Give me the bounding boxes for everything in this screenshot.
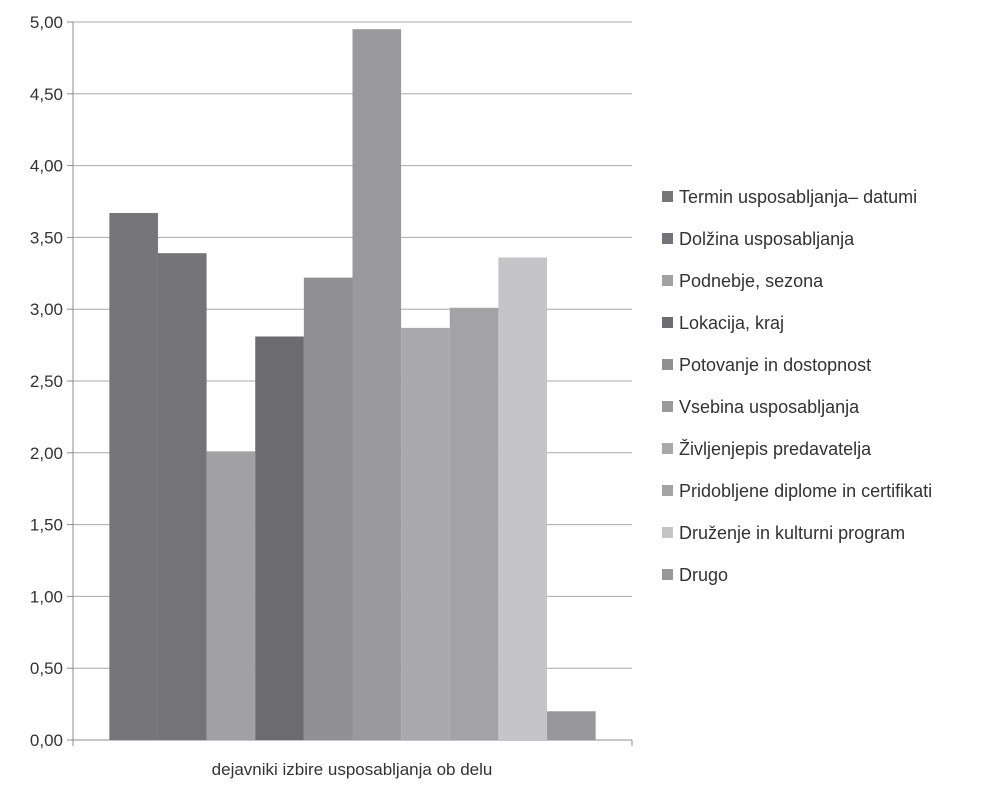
bar: [303, 277, 353, 740]
legend-label: Vsebina usposabljanja: [679, 397, 860, 417]
bar: [109, 212, 158, 740]
legend-label: Pridobljene diplome in certifikati: [679, 481, 932, 501]
bar: [547, 711, 596, 740]
legend-label: Dolžina usposabljanja: [679, 229, 855, 249]
y-tick-labels: 0,00 0,50 1,00 1,50 2,00 2,50 3,00 3,50 4,00 4,50…: [30, 13, 63, 750]
legend-label: Življenjepis predavatelja: [679, 439, 872, 459]
legend-swatch: [662, 275, 673, 286]
y-tick-label: 4,00: [30, 157, 63, 176]
bar: [157, 253, 207, 741]
legend-swatch: [662, 191, 673, 202]
legend-swatch: [662, 485, 673, 496]
legend-label: Termin usposabljanja– datumi: [679, 187, 917, 207]
bar: [401, 327, 450, 740]
bars: [109, 29, 596, 741]
bar: [498, 257, 548, 740]
y-tick-label: 1,00: [30, 587, 63, 606]
y-tick-label: 2,00: [30, 444, 63, 463]
y-tick-label: 0,50: [30, 659, 63, 678]
y-tick-label: 3,50: [30, 228, 63, 247]
legend-label: Lokacija, kraj: [679, 313, 784, 333]
y-tick-label: 5,00: [30, 13, 63, 32]
bar: [206, 451, 256, 740]
bar: [255, 336, 304, 740]
y-tick-label: 4,50: [30, 85, 63, 104]
x-axis-label: dejavniki izbire usposabljanja ob delu: [212, 760, 493, 779]
legend-label: Podnebje, sezona: [679, 271, 824, 291]
y-tick-label: 1,50: [30, 516, 63, 535]
y-tick-label: 3,00: [30, 300, 63, 319]
legend-swatch: [662, 233, 673, 244]
legend: Termin usposabljanja– datumi Dolžina uspo…: [662, 187, 932, 585]
legend-swatch: [662, 359, 673, 370]
legend-swatch: [662, 401, 673, 412]
legend-swatch: [662, 527, 673, 538]
legend-label: Potovanje in dostopnost: [679, 355, 871, 375]
legend-swatch: [662, 443, 673, 454]
legend-label: Druženje in kulturni program: [679, 523, 905, 543]
bar: [449, 307, 499, 740]
bar: [352, 29, 402, 741]
legend-swatch: [662, 569, 673, 580]
y-tick-label: 0,00: [30, 731, 63, 750]
legend-label: Drugo: [679, 565, 728, 585]
y-tick-label: 2,50: [30, 372, 63, 391]
legend-swatch: [662, 317, 673, 328]
